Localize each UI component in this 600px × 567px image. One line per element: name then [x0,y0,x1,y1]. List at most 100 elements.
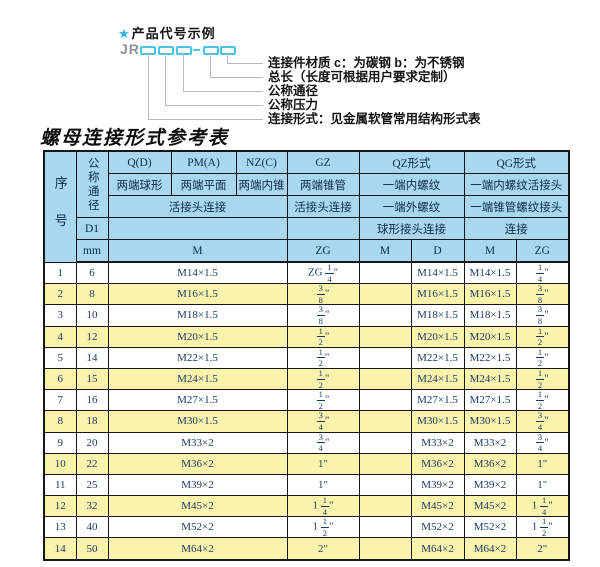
header-col-pm: PM(A) [170,150,237,174]
table-row: 2 8 M16×1.5 3 8 " M16×1.5 M16×1.5 3 8 " [43,283,570,306]
table-cell: M18×1.5 [463,304,517,327]
table-cell: M27×1.5 [410,389,465,412]
callout-diameter: 公称通径 [268,84,319,98]
table-cell: 3 4 " [515,431,570,454]
table-cell: M52×2 [463,516,517,539]
table-cell: M30×1.5 [410,410,465,433]
header-seq: 序号 [43,150,77,263]
table-cell: 14 [75,346,109,369]
table-cell: M24×1.5 [107,367,288,391]
table-cell: 3 8 " [286,304,360,327]
table-cell [358,431,412,454]
reference-table: 序号 公称通径 Q(D) PM(A) NZ(C) GZ QZ形式 QG形式 两端… [43,150,570,561]
table-cell: 3 [43,304,77,327]
header-col-nz: NZ(C) [235,150,288,174]
table-row: 3 10 M18×1.5 3 8 " M18×1.5 M18×1.5 3 8 " [43,304,570,327]
table-cell: 8 [75,283,109,306]
table-cell: 6 [75,261,109,285]
table-row: 14 50 M64×2 2" M64×2 M64×2 2" [43,537,570,561]
table-cell: 15 [75,367,109,391]
table-cell: 3 8 " [286,283,360,306]
header-qg-conn: 一端锥管螺纹接头 [463,195,570,218]
table-cell: 1 2 " [515,325,570,348]
header-mm: mm [75,239,109,263]
header-dn: 公称通径 [75,150,109,218]
table-cell: 1" [286,452,360,475]
table-cell: 25 [75,473,109,497]
code-dash [193,49,200,51]
table-cell: 1" [286,473,360,497]
table-cell: 3 4 " [515,410,570,433]
table-row: 9 20 M33×2 3 4 " M33×2 M33×2 3 4 " [43,431,570,454]
table-cell: M45×2 [410,495,465,518]
table-cell: 18 [75,410,109,433]
header-q-desc: 两端球形 [107,173,172,196]
table-cell [358,367,412,391]
star-icon: ★ [118,26,131,41]
table-cell: 1 1 2 " [286,516,360,539]
header-m: M [107,239,288,263]
header-qg-zg: ZG [515,239,570,263]
table-cell: M27×1.5 [463,389,517,412]
table-cell: M16×1.5 [410,283,465,306]
table-cell: 16 [75,389,109,412]
table-cell: M20×1.5 [410,325,465,348]
code-box-4 [203,46,219,55]
table-row: 7 16 M27×1.5 1 2 " M27×1.5 M27×1.5 1 2 " [43,389,570,412]
table-cell: M30×1.5 [107,410,288,433]
table-cell: 3 8 " [515,283,570,306]
table-cell: 3 4 " [286,431,360,454]
table-cell: 1 1 2 " [515,516,570,539]
table-cell: M18×1.5 [410,304,465,327]
table-row: 10 22 M36×2 1" M36×2 M36×2 1" [43,452,570,475]
table-cell: M22×1.5 [463,346,517,369]
table-cell: 1 1 4 " [515,495,570,518]
table-cell: M64×2 [107,537,288,561]
table-cell: 2" [515,537,570,561]
table-cell: M14×1.5 [410,261,465,285]
table-cell: M20×1.5 [107,325,288,348]
table-cell: 1 1 4 " [286,495,360,518]
header-qz-conn2: 球形接头连接 [358,217,465,240]
table-cell: M45×2 [463,495,517,518]
table-cell [358,410,412,433]
table-cell: 1 2 " [286,389,360,412]
table-cell: M33×2 [410,431,465,454]
code-prefix: JR [120,41,140,57]
table-cell [358,304,412,327]
table-cell [358,389,412,412]
table-cell: 40 [75,516,109,539]
table-cell: 12 [75,325,109,348]
table-cell: 2" [286,537,360,561]
table-cell: M39×2 [410,473,465,497]
callout-pressure: 公称压力 [268,98,319,112]
table-row: 11 25 M39×2 1" M39×2 M39×2 1" [43,473,570,497]
table-cell [358,516,412,539]
table-cell: 10 [43,452,77,475]
table-header: 序号 公称通径 Q(D) PM(A) NZ(C) GZ QZ形式 QG形式 两端… [43,150,570,263]
page-title: 螺母连接形式参考表 [40,127,230,149]
header-col-qg: QG形式 [463,150,570,174]
table-cell: M36×2 [463,452,517,475]
leader-line [227,53,263,64]
table-cell: 1 2 " [515,389,570,412]
table-cell: 20 [75,431,109,454]
table-row: 5 14 M22×1.5 1 2 " M22×1.5 M22×1.5 1 2 " [43,346,570,369]
table-cell: M36×2 [107,452,288,475]
table-cell [358,325,412,348]
header-col-q: Q(D) [107,150,172,174]
table-cell [358,283,412,306]
table-cell: 3 4 " [286,410,360,433]
header-d1: D1 [75,217,109,240]
table-cell: 8 [43,410,77,433]
header-empty [286,217,360,240]
table-cell: M52×2 [107,516,288,539]
table-cell: 1 2 " [515,346,570,369]
table-cell: 12 [43,495,77,518]
header-qg-conn2: 连接 [463,217,570,240]
table-cell: 6 [43,367,77,391]
table-cell: M33×2 [463,431,517,454]
table-row: 1 6 M14×1.5 ZG 1 4 " M14×1.5 M14×1.5 1 4 " [43,261,570,285]
table-cell: M22×1.5 [107,346,288,369]
table-cell: M39×2 [107,473,288,497]
